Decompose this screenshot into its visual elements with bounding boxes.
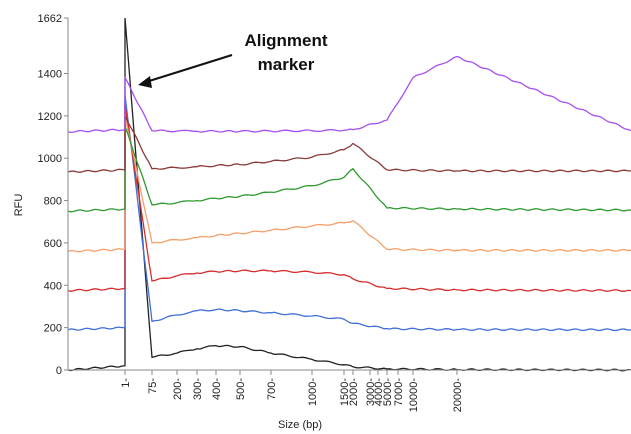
x-tick-label: 1500- [339,378,351,406]
series-line-6 [67,115,631,173]
y-tick-label: 1662 [38,13,62,25]
annotation-line-2: marker [258,55,315,74]
annotation-arrow-line [145,54,233,83]
x-axis-title: Size (bp) [278,419,322,431]
y-tick-label: 0 [56,365,62,377]
x-tick-label: 400- [211,378,223,400]
series-line-2 [67,94,631,332]
alignment-marker-annotation: Alignment marker [138,31,328,88]
x-tick-label: 300- [192,378,204,400]
y-ticks: 0 200 400 600 800 1000 1200 1400 1662 [38,13,68,377]
y-tick-label: 1000 [38,153,62,165]
x-tick-label: 1- [120,378,132,388]
x-tick-label: 10000- [408,378,420,413]
series-line-7 [67,55,631,134]
x-tick-label: 2000- [348,378,360,406]
x-tick-label: 1000- [307,378,319,406]
x-tick-label: 200- [172,378,184,400]
series-line-1 [67,17,631,372]
y-tick-label: 600 [44,238,62,250]
series-line-4 [67,115,631,253]
y-tick-label: 800 [44,196,62,208]
x-tick-label: 500- [235,378,247,400]
x-tick-label: 20000- [452,378,464,413]
annotation-line-1: Alignment [244,31,327,50]
y-tick-label: 400 [44,280,62,292]
x-tick-label: 4000- [373,378,385,406]
y-tick-label: 1400 [38,68,62,80]
y-tick-label: 1200 [38,111,62,123]
series-traces [67,17,631,372]
y-tick-label: 200 [44,323,62,335]
x-ticks: 1- 75- 200- 300- 400- 500- 700- 1000- 1500-2000-… [120,370,464,412]
annotation-arrowhead [138,76,152,88]
y-axis-title: RFU [13,194,25,217]
series-line-3 [67,105,631,292]
x-tick-label: 5000- [382,378,394,406]
axes [67,18,631,371]
x-tick-label: 7000- [393,378,405,406]
x-tick-label: 75- [147,378,159,394]
x-tick-label: 3000- [365,378,377,406]
series-line-5 [67,126,631,213]
x-tick-label: 700- [266,378,278,400]
